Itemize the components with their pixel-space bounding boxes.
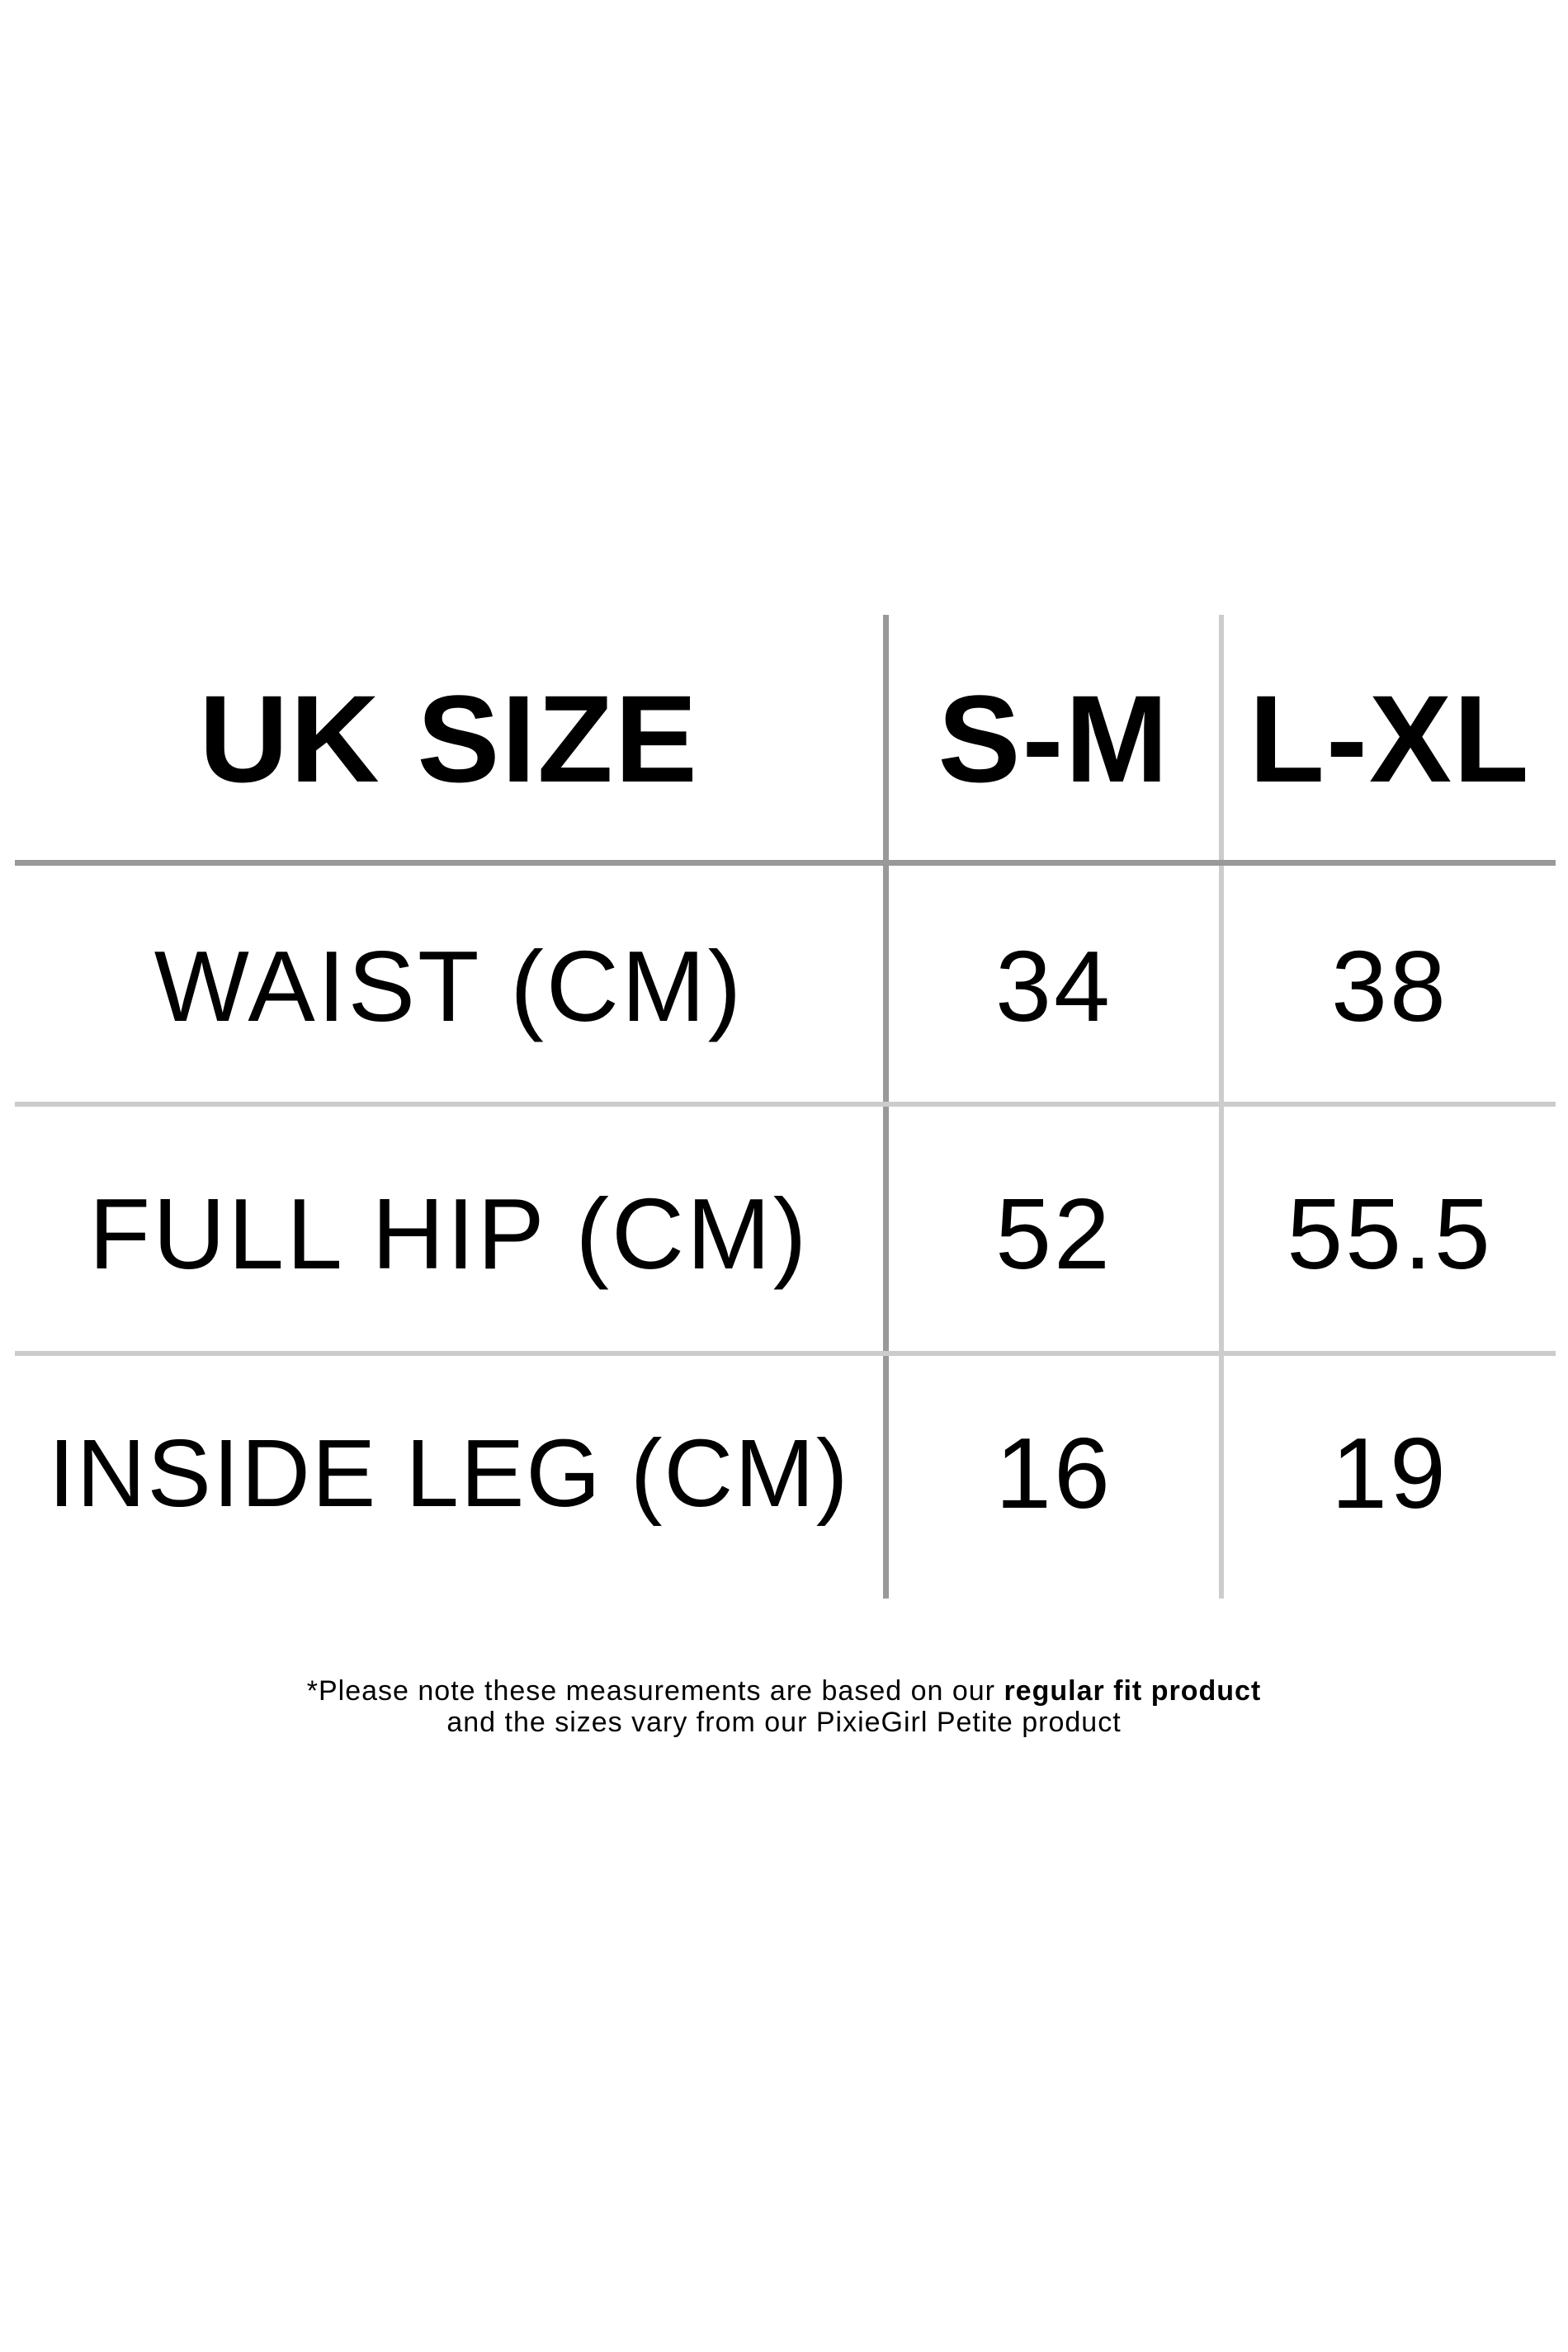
footnote-emphasis: regular fit product (1004, 1675, 1262, 1707)
row-divider (15, 1351, 1556, 1356)
column-divider (883, 615, 889, 1599)
inside-leg-s-m: 16 (995, 1417, 1112, 1529)
full-hip-s-m: 52 (995, 1178, 1112, 1290)
inside-leg-l-xl: 19 (1331, 1417, 1448, 1529)
waist-l-xl: 38 (1331, 930, 1448, 1042)
footnote-text: *Please note these measurements are base… (306, 1675, 1004, 1707)
footnote-line-1: *Please note these measurements are base… (0, 1675, 1568, 1707)
column-divider (1219, 615, 1224, 1599)
full-hip-l-xl: 55.5 (1287, 1178, 1493, 1290)
waist-s-m: 34 (995, 930, 1112, 1042)
row-label-full-hip: FULL HIP (CM) (88, 1178, 810, 1290)
row-label-inside-leg: INSIDE LEG (CM) (48, 1419, 850, 1527)
header-divider (15, 860, 1556, 866)
header-s-m: S-M (937, 668, 1170, 808)
footnote-line-2: and the sizes vary from our PixieGirl Pe… (446, 1707, 1122, 1738)
row-label-waist: WAIST (CM) (153, 930, 744, 1042)
row-divider (15, 1102, 1556, 1107)
header-l-xl: L-XL (1249, 668, 1531, 808)
header-uk-size: UK SIZE (199, 668, 699, 808)
